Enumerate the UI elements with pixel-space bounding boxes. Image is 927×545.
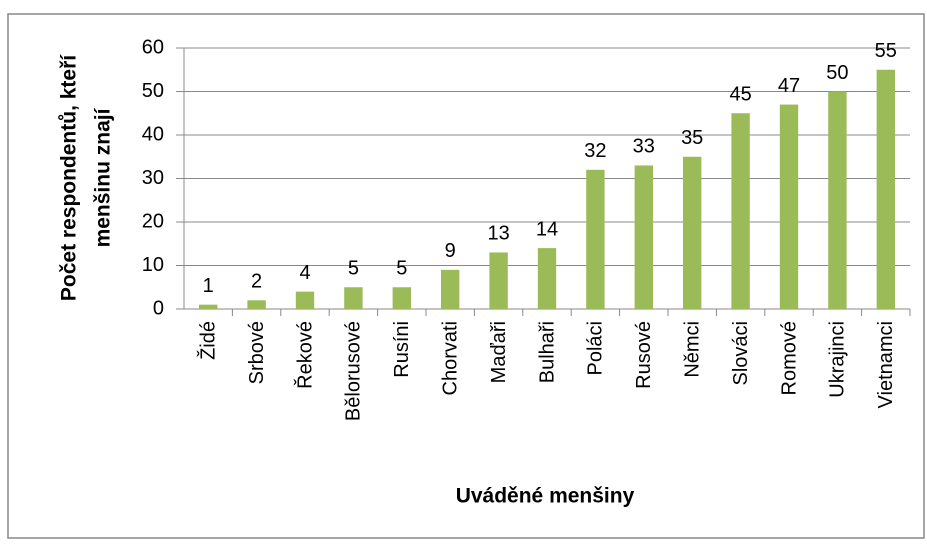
x-tick-label: Bulhaři — [536, 321, 558, 383]
bar — [441, 269, 460, 309]
x-tick-label: Srbové — [246, 321, 268, 384]
bar — [537, 248, 557, 309]
bar — [489, 252, 508, 309]
bar — [683, 156, 702, 309]
y-axis-title: Počet respondentů, kteří — [58, 54, 81, 301]
x-tick-label: Bělorusové — [343, 321, 365, 421]
value-label: 4 — [299, 262, 310, 284]
y-tick-label: 40 — [142, 123, 164, 145]
x-tick-label: Němci — [681, 321, 703, 378]
value-label: 45 — [729, 84, 751, 106]
value-label: 32 — [584, 140, 606, 162]
value-label: 9 — [445, 240, 456, 262]
chart-frame — [7, 13, 925, 539]
bar — [247, 300, 266, 309]
bar — [876, 69, 895, 309]
x-tick-label: Ukrajinci — [827, 321, 849, 398]
value-label: 5 — [348, 258, 359, 280]
bar — [392, 287, 411, 309]
y-tick-label: 20 — [142, 210, 164, 232]
x-tick-label: Poláci — [585, 321, 607, 375]
bar — [586, 169, 605, 309]
value-label: 33 — [633, 136, 655, 158]
x-tick-label: Rusíni — [391, 321, 413, 378]
value-label: 50 — [826, 62, 848, 84]
x-tick-label: Rusové — [633, 321, 655, 389]
bar — [828, 91, 847, 309]
y-tick-label: 60 — [142, 36, 164, 58]
x-tick-label: Maďaři — [488, 321, 510, 383]
value-label: 35 — [681, 127, 703, 149]
x-tick-label: Romové — [778, 321, 800, 395]
bar — [344, 287, 363, 309]
x-tick-label: Vietnamci — [875, 321, 897, 408]
bar — [731, 113, 750, 309]
bar — [199, 304, 218, 309]
y-tick-label: 10 — [142, 254, 164, 276]
value-label: 14 — [536, 218, 558, 240]
bar — [634, 165, 653, 309]
bar — [295, 291, 315, 309]
value-label: 2 — [251, 271, 262, 293]
value-label: 13 — [487, 223, 509, 245]
y-tick-label: 50 — [142, 80, 164, 102]
x-tick-label: Židé — [196, 321, 219, 360]
x-tick-label: Řekové — [293, 321, 316, 389]
x-axis-title: Uváděné menšiny — [456, 485, 635, 508]
x-tick-label: Chorvati — [439, 321, 461, 395]
bar — [779, 104, 799, 309]
y-axis-title: menšinu znají — [92, 107, 115, 247]
value-label: 47 — [778, 75, 800, 97]
value-label: 5 — [396, 258, 407, 280]
y-tick-label: 0 — [153, 297, 164, 319]
value-label: 1 — [203, 275, 214, 297]
x-tick-label: Slováci — [730, 321, 752, 385]
value-label: 55 — [875, 40, 897, 62]
y-tick-label: 30 — [142, 167, 164, 189]
